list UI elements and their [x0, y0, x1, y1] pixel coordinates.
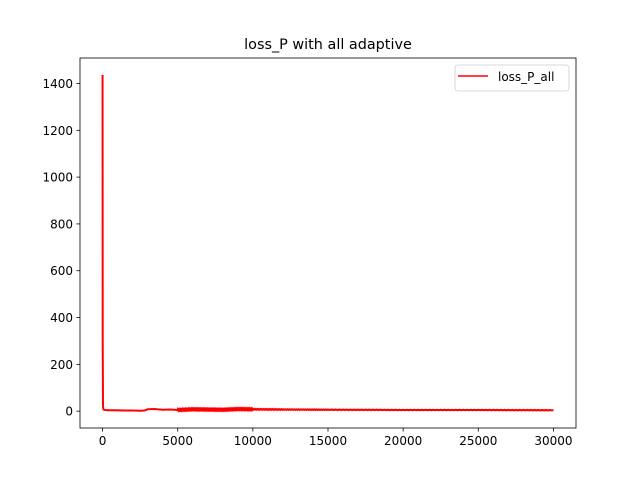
- y-tick-label: 200: [50, 358, 73, 372]
- legend: loss_P_all: [454, 64, 570, 92]
- x-tick-label: 0: [99, 434, 107, 448]
- series-noise-band: [143, 406, 552, 413]
- axes-frame: [79, 57, 577, 429]
- chart-title: loss_P with all adaptive: [244, 37, 412, 53]
- plot-area: [101, 74, 554, 413]
- legend-box: [454, 64, 570, 92]
- x-tick-label: 5000: [162, 434, 193, 448]
- x-tick-label: 10000: [234, 434, 272, 448]
- x-axis-ticks: 0 5000 10000 15000 20000 25000 30000: [99, 428, 573, 448]
- y-tick-label: 1000: [42, 171, 73, 185]
- y-tick-label: 800: [50, 217, 73, 231]
- x-tick-label: 25000: [459, 434, 497, 448]
- x-tick-label: 15000: [309, 434, 347, 448]
- y-tick-label: 600: [50, 264, 73, 278]
- y-tick-label: 1400: [42, 77, 73, 91]
- y-tick-label: 0: [65, 405, 73, 419]
- y-tick-label: 400: [50, 311, 73, 325]
- x-tick-label: 30000: [534, 434, 572, 448]
- y-axis-ticks: 0 200 400 600 800 1000 1200 1400: [42, 77, 80, 419]
- x-tick-label: 20000: [384, 434, 422, 448]
- y-tick-label: 1200: [42, 124, 73, 138]
- legend-label-loss-p-all: loss_P_all: [498, 70, 554, 84]
